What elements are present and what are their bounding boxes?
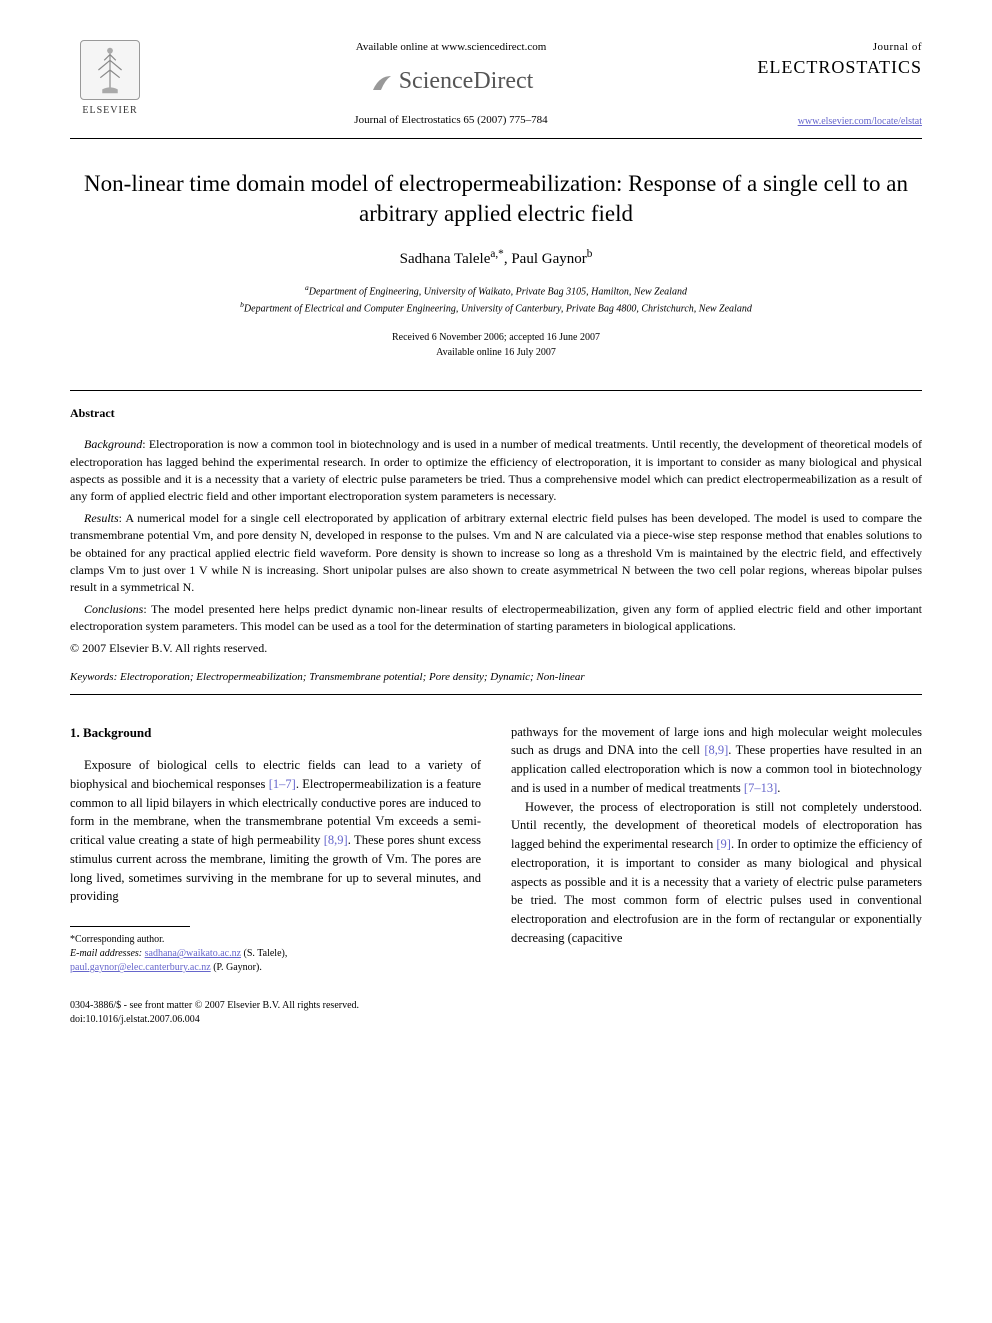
elsevier-label: ELSEVIER bbox=[82, 104, 137, 118]
footnote-divider bbox=[70, 926, 190, 927]
body-paragraph-2: However, the process of electroporation … bbox=[511, 798, 922, 948]
available-online-date: Available online 16 July 2007 bbox=[70, 345, 922, 360]
abstract-heading: Abstract bbox=[70, 405, 922, 422]
affiliations: aDepartment of Engineering, University o… bbox=[70, 282, 922, 317]
journal-reference: Journal of Electrostatics 65 (2007) 775–… bbox=[170, 113, 732, 128]
body-paragraph-1: Exposure of biological cells to electric… bbox=[70, 756, 481, 906]
sciencedirect-text: ScienceDirect bbox=[399, 68, 534, 94]
email-link-1[interactable]: sadhana@waikato.ac.nz bbox=[145, 948, 241, 959]
keywords-text: Electroporation; Electropermeabilization… bbox=[117, 671, 584, 683]
right-header: Journal of ELECTROSTATICS www.elsevier.c… bbox=[752, 40, 922, 129]
abstract-conclusions: Conclusions: The model presented here he… bbox=[70, 601, 922, 636]
background-text: : Electroporation is now a common tool i… bbox=[70, 437, 922, 503]
results-label: Results bbox=[84, 511, 119, 525]
sciencedirect-icon bbox=[369, 70, 395, 96]
received-date: Received 6 November 2006; accepted 16 Ju… bbox=[70, 330, 922, 345]
journal-title: ELECTROSTATICS bbox=[752, 55, 922, 80]
left-column: 1. Background Exposure of biological cel… bbox=[70, 723, 481, 976]
elsevier-tree-icon bbox=[80, 40, 140, 100]
elsevier-logo: ELSEVIER bbox=[70, 40, 150, 130]
ref-link-7-13[interactable]: [7–13] bbox=[744, 781, 777, 795]
background-label: Background bbox=[84, 437, 142, 451]
affiliation-a: aDepartment of Engineering, University o… bbox=[70, 282, 922, 299]
header-divider bbox=[70, 138, 922, 139]
keywords: Keywords: Electroporation; Electropermea… bbox=[70, 670, 922, 685]
footer-left: 0304-3886/$ - see front matter © 2007 El… bbox=[70, 999, 359, 1027]
email-addresses: E-mail addresses: sadhana@waikato.ac.nz … bbox=[70, 947, 481, 961]
journal-of-text: Journal of bbox=[752, 40, 922, 55]
footer-doi: doi:10.1016/j.elstat.2007.06.004 bbox=[70, 1013, 359, 1027]
sciencedirect-brand: ScienceDirect bbox=[170, 65, 732, 99]
ref-link-8-9[interactable]: [8,9] bbox=[324, 833, 348, 847]
footnote-block: *Corresponding author. E-mail addresses:… bbox=[70, 933, 481, 975]
abstract-background: Background: Electroporation is now a com… bbox=[70, 436, 922, 506]
email-link-2[interactable]: paul.gaynor@elec.canterbury.ac.nz bbox=[70, 962, 211, 973]
conclusions-text: : The model presented here helps predict… bbox=[70, 602, 922, 633]
abstract-top-divider bbox=[70, 390, 922, 391]
section-1-heading: 1. Background bbox=[70, 723, 481, 743]
journal-homepage-link[interactable]: www.elsevier.com/locate/elstat bbox=[798, 116, 922, 127]
article-dates: Received 6 November 2006; accepted 16 Ju… bbox=[70, 330, 922, 360]
abstract-bottom-divider bbox=[70, 694, 922, 695]
body-two-column: 1. Background Exposure of biological cel… bbox=[70, 723, 922, 976]
authors: Sadhana Talelea,*, Paul Gaynorb bbox=[70, 247, 922, 270]
results-text: : A numerical model for a single cell el… bbox=[70, 511, 922, 595]
email-line-2: paul.gaynor@elec.canterbury.ac.nz (P. Ga… bbox=[70, 961, 481, 975]
abstract-results: Results: A numerical model for a single … bbox=[70, 510, 922, 597]
footer-issn: 0304-3886/$ - see front matter © 2007 El… bbox=[70, 999, 359, 1013]
corresponding-author: *Corresponding author. bbox=[70, 933, 481, 947]
center-header: Available online at www.sciencedirect.co… bbox=[150, 40, 752, 128]
ref-link-1-7[interactable]: [1–7] bbox=[269, 777, 296, 791]
ref-link-9[interactable]: [9] bbox=[716, 837, 731, 851]
email-label: E-mail addresses: bbox=[70, 948, 142, 959]
header-row: ELSEVIER Available online at www.science… bbox=[70, 40, 922, 130]
abstract-copyright: © 2007 Elsevier B.V. All rights reserved… bbox=[70, 640, 922, 657]
keywords-label: Keywords: bbox=[70, 671, 117, 683]
conclusions-label: Conclusions bbox=[84, 602, 143, 616]
body-paragraph-1-cont: pathways for the movement of large ions … bbox=[511, 723, 922, 798]
footer-row: 0304-3886/$ - see front matter © 2007 El… bbox=[70, 999, 922, 1027]
right-column: pathways for the movement of large ions … bbox=[511, 723, 922, 976]
affiliation-b: bDepartment of Electrical and Computer E… bbox=[70, 299, 922, 316]
available-online-text: Available online at www.sciencedirect.co… bbox=[170, 40, 732, 55]
ref-link-8-9b[interactable]: [8,9] bbox=[704, 743, 728, 757]
article-title: Non-linear time domain model of electrop… bbox=[70, 169, 922, 229]
